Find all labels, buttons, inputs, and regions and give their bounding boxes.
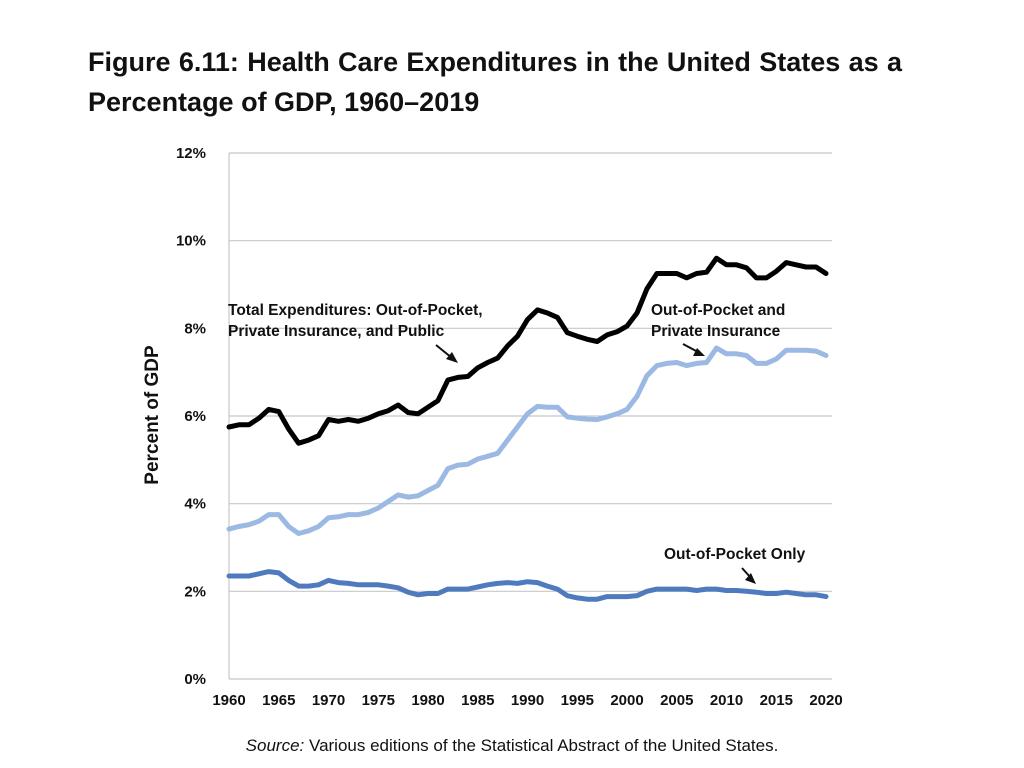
annotation-private-line1: Out-of-Pocket and <box>651 302 785 319</box>
y-tick-labels: 0% 2% 4% 6% 8% 10% 12% <box>176 145 206 688</box>
annotation-total-line1: Total Expenditures: Out-of-Pocket, <box>228 302 483 319</box>
x-tick-label: 1995 <box>561 692 594 709</box>
x-tick-label: 1985 <box>461 692 494 709</box>
x-tick-label: 1960 <box>212 692 245 709</box>
y-tick-label: 2% <box>184 583 206 600</box>
series-lines <box>226 255 829 602</box>
y-tick-label: 10% <box>176 233 206 250</box>
annotations: Total Expenditures: Out-of-Pocket, Priva… <box>228 302 806 584</box>
annotation-private-line2: Private Insurance <box>651 323 781 340</box>
x-tick-label: 1990 <box>511 692 544 709</box>
x-tick-label: 1980 <box>411 692 444 709</box>
annotation-oop: Out-of-Pocket Only <box>664 546 806 563</box>
y-tick-label: 6% <box>184 408 206 425</box>
series-line-oop <box>226 569 829 602</box>
x-tick-label: 2015 <box>760 692 793 709</box>
x-tick-label: 2010 <box>710 692 743 709</box>
annotation-total-line2: Private Insurance, and Public <box>228 323 445 340</box>
series-line-total <box>226 255 829 446</box>
arrow-oop <box>741 567 756 584</box>
x-tick-label: 1965 <box>262 692 295 709</box>
y-axis-label: Percent of GDP <box>142 345 163 485</box>
gridlines <box>228 152 832 680</box>
x-tick-labels: 1960 1965 1970 1975 1980 1985 1990 1995 2000 2005… <box>212 692 842 709</box>
x-tick-label: 2020 <box>809 692 842 709</box>
arrow-private <box>682 343 705 356</box>
y-tick-label: 0% <box>184 671 206 688</box>
source-text: Various editions of the Statistical Abst… <box>304 736 779 755</box>
arrow-total <box>435 344 458 363</box>
chart: 0% 2% 4% 6% 8% 10% 12% 1960 1965 1970 1975 1980 198… <box>142 145 843 709</box>
x-tick-label: 1970 <box>312 692 345 709</box>
source-note: Source: Various editions of the Statisti… <box>0 736 1024 756</box>
y-tick-label: 8% <box>184 320 206 337</box>
x-tick-label: 1975 <box>362 692 395 709</box>
source-label: Source: <box>245 736 305 755</box>
series-line-private <box>226 345 829 536</box>
figure-title: Figure 6.11: Health Care Expenditures in… <box>88 47 902 117</box>
y-tick-label: 4% <box>184 496 206 513</box>
x-tick-label: 2000 <box>610 692 643 709</box>
x-tick-label: 2005 <box>660 692 693 709</box>
y-tick-label: 12% <box>176 145 206 162</box>
